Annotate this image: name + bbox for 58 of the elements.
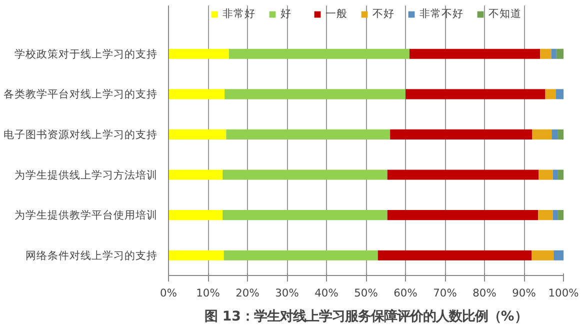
y-tick-label: 为学生提供教学平台使用培训 (14, 208, 158, 222)
bar (226, 129, 390, 140)
y-tick-label: 学校政策对于线上学习的支持 (14, 47, 158, 60)
bar (558, 210, 564, 220)
bar (378, 250, 532, 260)
bar (409, 48, 540, 59)
x-tick-label: 60% (394, 286, 418, 300)
bar (545, 89, 556, 100)
x-tick-label: 10% (196, 286, 220, 300)
x-tick-label: 70% (433, 286, 457, 300)
bar (538, 170, 553, 180)
bar (532, 250, 554, 260)
y-tick-label: 网络条件对线上学习的支持 (26, 248, 158, 262)
bar (228, 48, 410, 59)
bar (387, 170, 539, 180)
bar (168, 170, 223, 180)
bar (538, 210, 553, 220)
bar (552, 129, 558, 140)
bar (552, 170, 558, 180)
bar (168, 48, 229, 59)
legend-label: 不好 (372, 7, 394, 21)
bar (390, 129, 532, 140)
y-tick-label: 各类教学平台对线上学习的支持 (4, 88, 158, 101)
legend-label: 好 (280, 7, 292, 21)
x-tick-label: 100% (548, 286, 579, 300)
bar (540, 48, 552, 59)
bar (556, 89, 564, 100)
bar (387, 210, 538, 220)
bar (558, 170, 564, 180)
legend-label: 非常不好 (420, 7, 464, 21)
bar (224, 89, 406, 100)
x-tick-label: 80% (472, 286, 496, 300)
bar (556, 48, 564, 59)
x-tick-label: 90% (512, 286, 536, 300)
x-tick-label: 30% (275, 286, 299, 300)
legend-label: 非常好 (222, 7, 256, 21)
x-tick-label: 50% (354, 286, 378, 300)
bar (168, 89, 225, 100)
bar (222, 210, 388, 220)
y-tick-label: 为学生提供线上学习方法培训 (14, 168, 158, 182)
y-tick-label: 电子图书资源对线上学习的支持 (4, 128, 158, 141)
bar (168, 250, 224, 260)
x-tick-label: 0% (160, 286, 177, 300)
x-tick-label: 20% (236, 286, 260, 300)
bar (168, 129, 226, 140)
bar (552, 210, 558, 220)
bar (224, 250, 378, 260)
legend-label: 不知道 (488, 7, 522, 21)
bar (551, 48, 556, 59)
bar (168, 210, 223, 220)
x-tick-label: 40% (314, 286, 338, 300)
bar (406, 89, 546, 100)
text: 图 13：学生对线上学习服务保障评价的人数比例（%） (204, 308, 528, 324)
legend-label: 一般 (326, 7, 348, 21)
bar (532, 129, 552, 140)
bar (222, 170, 388, 180)
bar (558, 129, 564, 140)
bar (554, 250, 564, 260)
